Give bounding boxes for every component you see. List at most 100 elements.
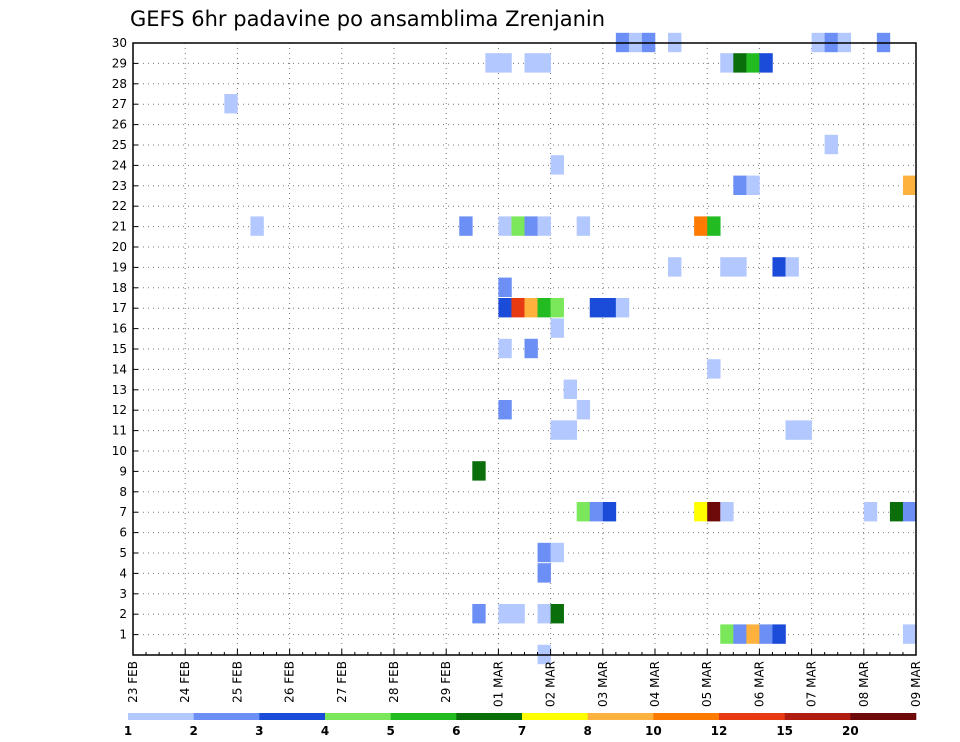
heatmap-cell: [511, 298, 525, 318]
heatmap-cell: [498, 604, 512, 624]
colorbar-label: 6: [452, 724, 460, 738]
x-tick-label: 29 FEB: [439, 661, 453, 703]
y-tick-label: 8: [119, 485, 127, 499]
heatmap-cell: [707, 216, 721, 236]
heatmap-cell: [720, 624, 734, 644]
y-tick-label: 4: [119, 566, 127, 580]
colorbar-label: 3: [255, 724, 263, 738]
heatmap-cell: [902, 624, 917, 644]
heatmap-cell: [746, 53, 760, 73]
heatmap-cell: [733, 53, 747, 73]
x-axis-tick-labels: 23 FEB 24 FEB 25 FEB 26 FEB 27 FEB 28 FEB 29 F…: [126, 661, 923, 707]
y-tick-label: 3: [119, 587, 127, 601]
heatmap-cell: [746, 175, 760, 195]
heatmap-cell: [485, 53, 499, 73]
y-tick-label: 26: [112, 118, 127, 132]
heatmap-cell: [785, 420, 799, 440]
heatmap-cell: [550, 298, 564, 318]
colorbar-swatch: [128, 713, 194, 720]
colorbar-label: 15: [776, 724, 793, 738]
heatmap-cell: [537, 298, 551, 318]
heatmap-cell: [537, 563, 551, 583]
heatmap-cell: [576, 502, 591, 522]
colorbar-label: 7: [518, 724, 526, 738]
colorbar-swatch: [259, 713, 326, 720]
heatmap-cell: [668, 257, 682, 277]
x-tick-label: 02 MAR: [544, 661, 558, 707]
colorbar-swatch: [653, 713, 720, 720]
x-tick-label: 25 FEB: [230, 661, 244, 703]
x-tick-label: 23 FEB: [126, 661, 140, 703]
colorbar-swatch: [390, 713, 457, 720]
heatmap-cell: [694, 502, 708, 522]
heatmap-cell: [707, 359, 721, 379]
colorbar-label: 10: [645, 724, 662, 738]
heatmap-cell: [524, 216, 538, 236]
y-tick-label: 14: [112, 362, 127, 376]
heatmap-cell: [550, 604, 564, 624]
y-tick-label: 22: [112, 199, 127, 213]
colorbar-swatch: [522, 713, 588, 720]
heatmap-cell: [563, 379, 577, 399]
colorbar-label: 5: [386, 724, 394, 738]
y-tick-label: 25: [112, 138, 127, 152]
heatmap-cell: [759, 53, 773, 73]
heatmap-cell: [602, 298, 617, 318]
heatmap-cell: [902, 175, 917, 195]
heatmap-cell: [889, 502, 904, 522]
heatmap-cell: [563, 420, 577, 440]
heatmap-cell: [550, 542, 564, 563]
x-tick-label: 03 MAR: [596, 661, 610, 707]
y-tick-label: 29: [112, 56, 127, 70]
heatmap-cell: [498, 298, 512, 318]
heatmap-cell: [798, 420, 812, 440]
heatmap-cell: [511, 216, 525, 236]
heatmap-cell: [602, 502, 617, 522]
x-tick-label: 07 MAR: [805, 661, 819, 707]
colorbar-swatch: [719, 713, 785, 720]
x-tick-label: 28 FEB: [387, 661, 401, 703]
heatmap-cell: [576, 400, 591, 420]
heatmap-cell: [720, 53, 734, 73]
colorbar-label: 12: [711, 724, 728, 738]
x-tick-label: 05 MAR: [700, 661, 714, 707]
y-tick-label: 24: [112, 158, 127, 172]
heatmap-cell: [524, 53, 538, 73]
x-tick-label: 24 FEB: [178, 661, 192, 703]
heatmap-cell: [498, 338, 512, 359]
y-tick-label: 13: [112, 383, 127, 397]
heatmap-cell: [707, 502, 721, 522]
heatmap-cell: [524, 298, 538, 318]
heatmap-cell: [498, 277, 512, 297]
heatmap-cell: [733, 175, 747, 195]
heatmap-cell: [550, 318, 564, 338]
heatmap-cell: [824, 134, 838, 155]
heatmap-cell: [550, 420, 564, 440]
chart-title: GEFS 6hr padavine po ansamblima Zrenjani…: [130, 7, 605, 31]
y-tick-label: 27: [112, 97, 127, 111]
y-tick-label: 15: [112, 342, 127, 356]
y-tick-label: 19: [112, 260, 127, 274]
colorbar-swatch: [325, 713, 391, 720]
heatmap-cell: [589, 298, 604, 318]
heatmap-cell: [589, 502, 604, 522]
heatmap-cell: [772, 257, 786, 277]
y-tick-label: 10: [112, 444, 127, 458]
colorbar-label: 2: [189, 724, 197, 738]
colorbar: 1 2 3 4 5 6 7 8 10 12 15 20: [124, 713, 917, 738]
y-tick-label: 2: [119, 607, 127, 621]
y-tick-label: 18: [112, 281, 127, 295]
x-tick-label: 08 MAR: [857, 661, 871, 707]
heatmap-cell: [759, 624, 773, 644]
colorbar-swatch: [456, 713, 523, 720]
y-tick-label: 7: [119, 505, 127, 519]
colorbar-swatch: [193, 713, 260, 720]
colorbar-label: 8: [583, 724, 591, 738]
heatmap-cell: [746, 624, 760, 644]
x-tick-label: 09 MAR: [909, 661, 923, 707]
y-tick-label: 5: [119, 546, 127, 560]
x-tick-label: 27 FEB: [335, 661, 349, 703]
colorbar-label: 1: [124, 724, 132, 738]
x-tick-label: 06 MAR: [752, 661, 766, 707]
